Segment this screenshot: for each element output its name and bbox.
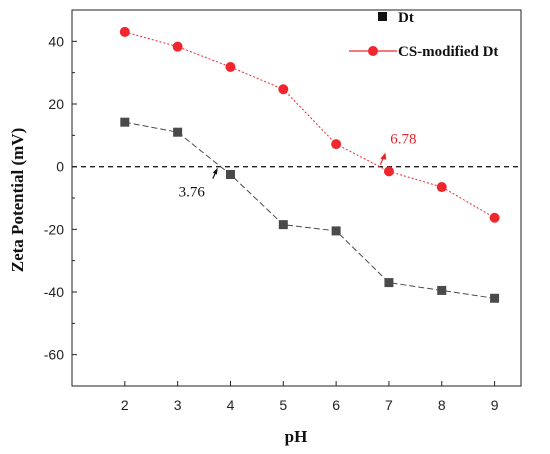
data-point-dt [173, 127, 183, 137]
data-point-dt [331, 226, 341, 236]
y-axis-ticks: -60 -40 -20 0 20 40 [44, 9, 77, 387]
legend-label-dt: Dt [398, 10, 414, 26]
series-line-dt [124, 121, 495, 299]
legend-label-cs: CS-modified Dt [398, 44, 498, 60]
legend-marker-cs [368, 46, 378, 56]
data-point-dt [120, 117, 130, 127]
data-point-cs [436, 182, 447, 193]
x-axis-title: pH [285, 427, 308, 446]
series-line-cs [124, 31, 495, 219]
legend: Dt CS-modified Dt [349, 10, 498, 60]
annotation-arrowhead-3-76 [212, 167, 218, 175]
data-point-cs [383, 166, 394, 177]
y-tick-label: -20 [44, 221, 64, 237]
x-tick-label: 3 [174, 397, 182, 413]
data-point-dt [437, 285, 447, 295]
data-point-dt [278, 220, 288, 230]
x-tick-label: 7 [385, 397, 393, 413]
y-tick-label: 20 [48, 96, 64, 112]
y-tick-label: -40 [44, 284, 64, 300]
y-tick-label: -60 [44, 347, 64, 363]
annotation-6-78: 6.78 [390, 132, 416, 148]
x-axis-ticks: 2 3 4 5 6 7 8 9 [121, 381, 499, 413]
data-point-dt [490, 293, 500, 303]
plot-frame [71, 9, 522, 387]
x-tick-label: 4 [227, 397, 235, 413]
data-point-dt [384, 278, 394, 288]
data-point-cs [119, 26, 130, 37]
x-tick-label: 6 [332, 397, 340, 413]
x-tick-label: 9 [491, 397, 499, 413]
annotation-layer: 3.76 6.78 [179, 132, 417, 201]
data-point-dt [225, 170, 235, 179]
y-tick-label: 40 [48, 33, 64, 49]
annotation-3-76: 3.76 [179, 185, 206, 201]
x-tick-label: 5 [279, 397, 287, 413]
series-layer [119, 26, 500, 303]
y-axis-title: Zeta Potential (mV) [8, 128, 27, 272]
plot-area: 2 3 4 5 6 7 8 9 -60 -40 -20 0 20 40 3.76 6.78 [44, 9, 522, 413]
annotation-arrowhead-6-78 [380, 152, 387, 160]
data-point-cs [331, 139, 342, 150]
data-point-cs [278, 84, 289, 95]
x-tick-label: 8 [438, 397, 446, 413]
legend-marker-dt [378, 12, 387, 21]
data-point-cs [489, 212, 500, 223]
data-point-cs [225, 62, 236, 73]
y-tick-label: 0 [56, 159, 64, 175]
x-tick-label: 2 [121, 397, 129, 413]
data-point-cs [172, 41, 183, 52]
